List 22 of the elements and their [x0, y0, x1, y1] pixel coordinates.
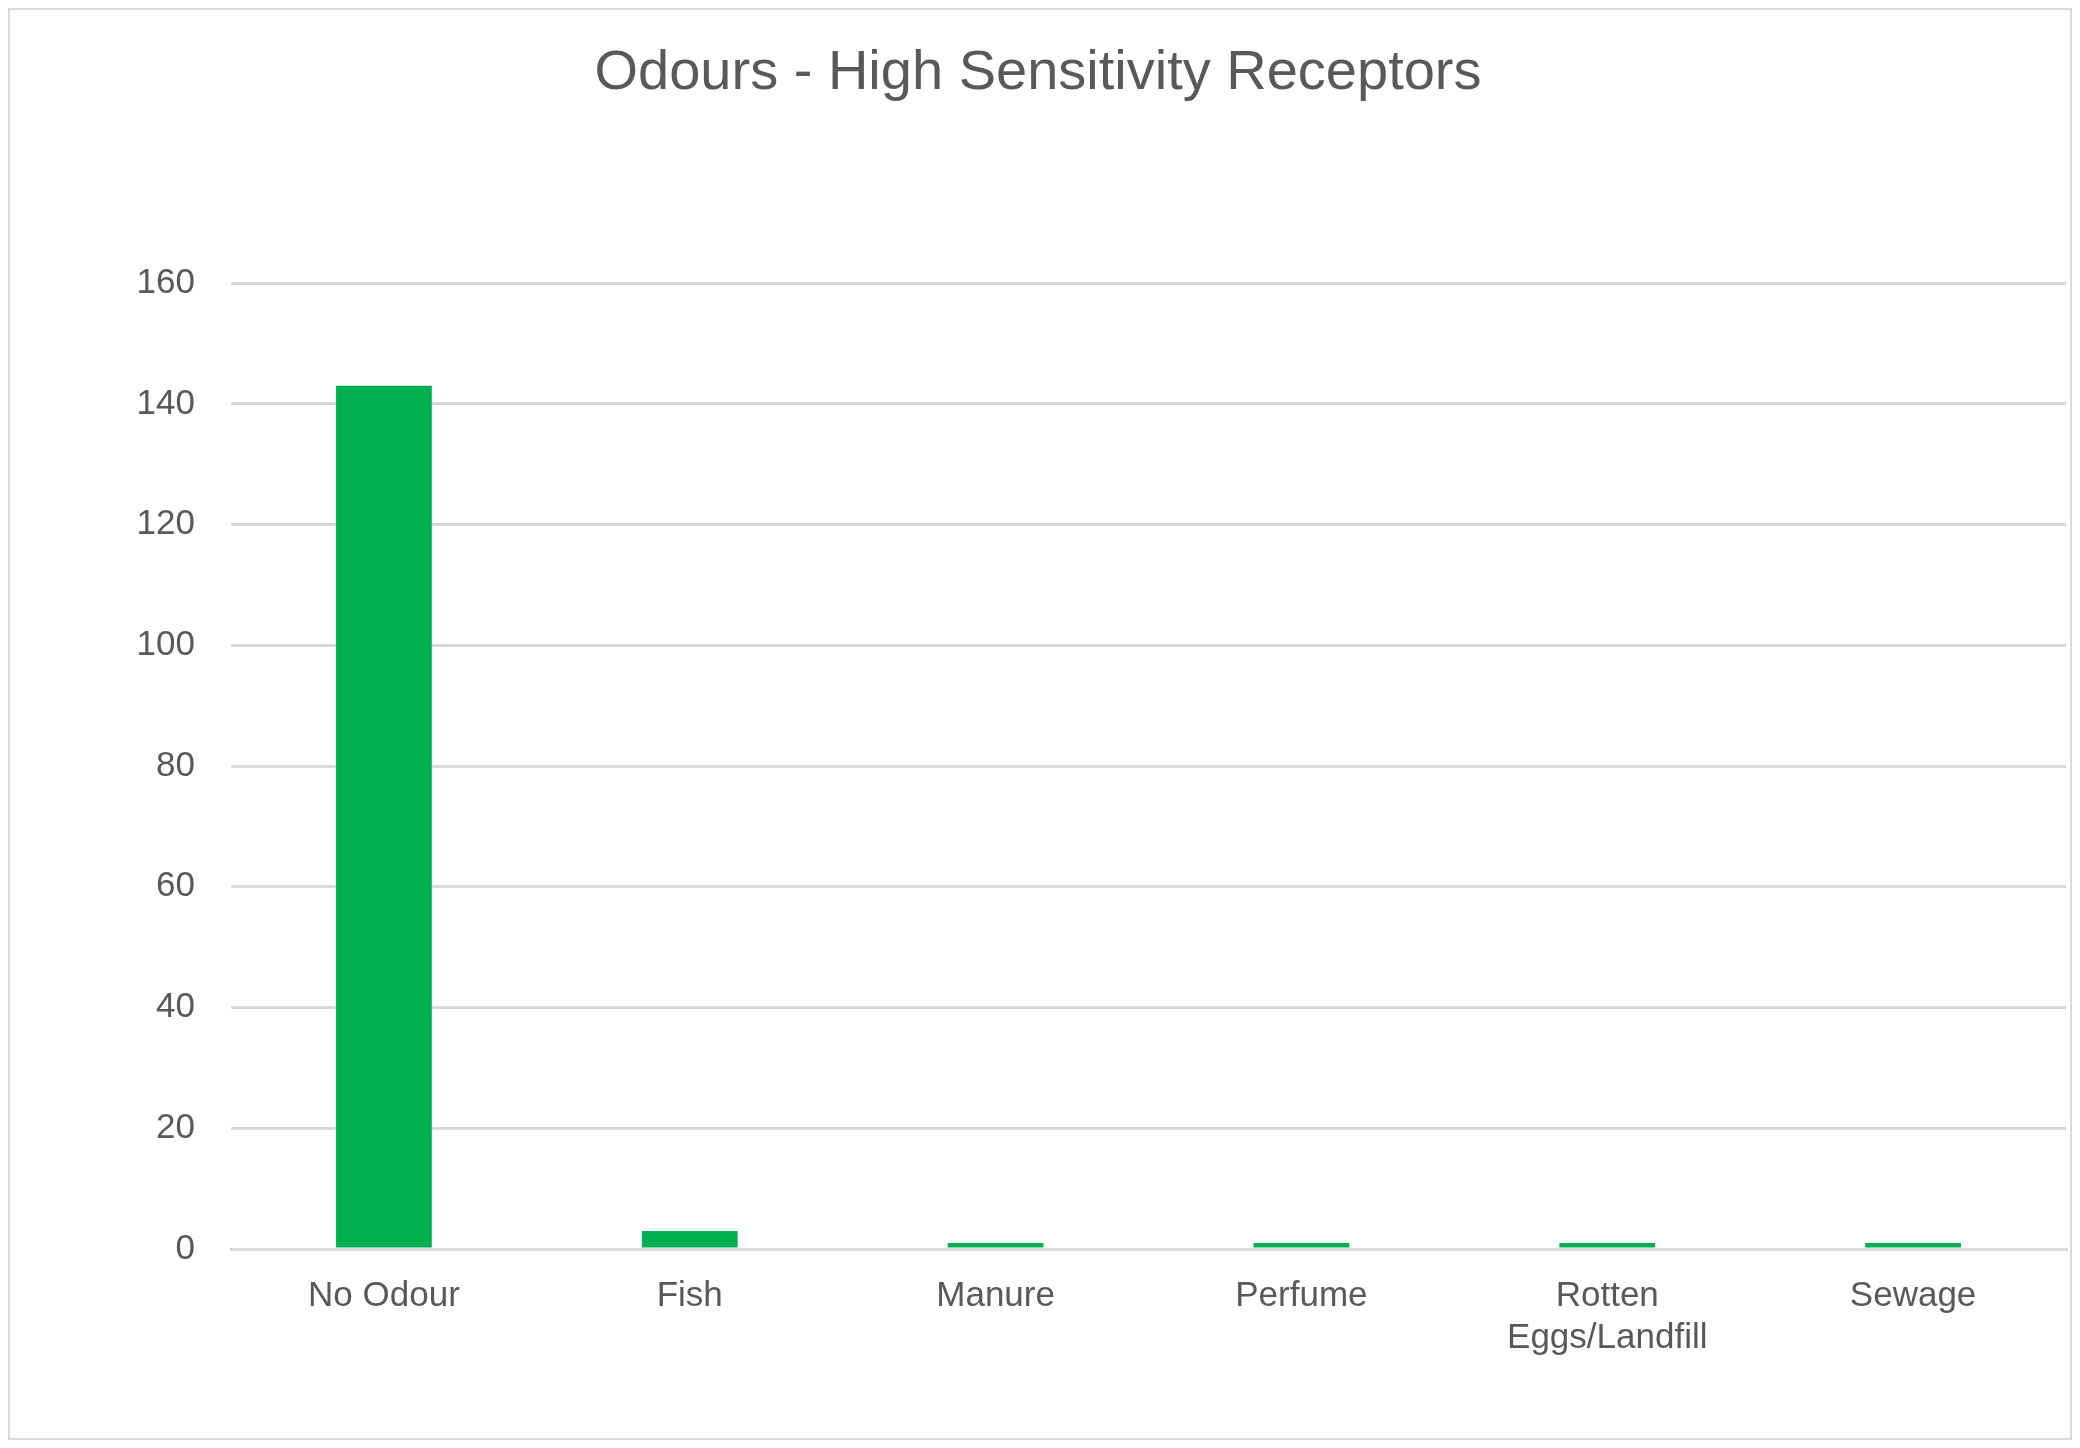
x-tick-label: Fish — [656, 1273, 723, 1313]
bar — [641, 1230, 738, 1248]
y-tick-label: 100 — [136, 623, 195, 663]
chart-title: Odours - High Sensitivity Receptors — [594, 38, 1482, 102]
bar — [1559, 1242, 1656, 1248]
y-tick-label: 40 — [156, 985, 195, 1025]
x-tick-label: Perfume — [1235, 1273, 1368, 1313]
x-tick-label: No Odour — [308, 1273, 461, 1313]
bar — [336, 385, 432, 1248]
x-tick-label: Sewage — [1849, 1273, 1977, 1313]
bar — [1865, 1242, 1961, 1248]
y-tick-label: 120 — [136, 502, 195, 542]
y-tick-label: 20 — [156, 1105, 195, 1145]
y-tick-label: 0 — [175, 1226, 195, 1266]
x-tick-label: Manure — [936, 1273, 1055, 1313]
y-tick-label: 60 — [156, 864, 195, 904]
bar — [947, 1242, 1044, 1248]
y-tick-label: 160 — [136, 260, 195, 300]
y-tick-label: 80 — [156, 743, 195, 783]
bar — [1253, 1242, 1350, 1248]
x-tick-label: Rotten Eggs/Landfill — [1507, 1273, 1708, 1355]
y-tick-label: 140 — [136, 381, 195, 421]
